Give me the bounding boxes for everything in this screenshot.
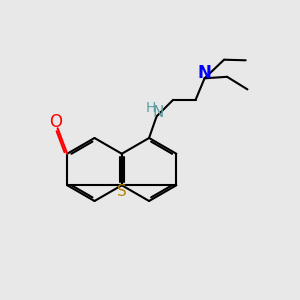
Text: H: H (146, 101, 156, 115)
Text: N: N (152, 105, 164, 120)
Text: S: S (117, 184, 127, 200)
Text: N: N (198, 64, 212, 82)
Text: O: O (49, 112, 62, 131)
